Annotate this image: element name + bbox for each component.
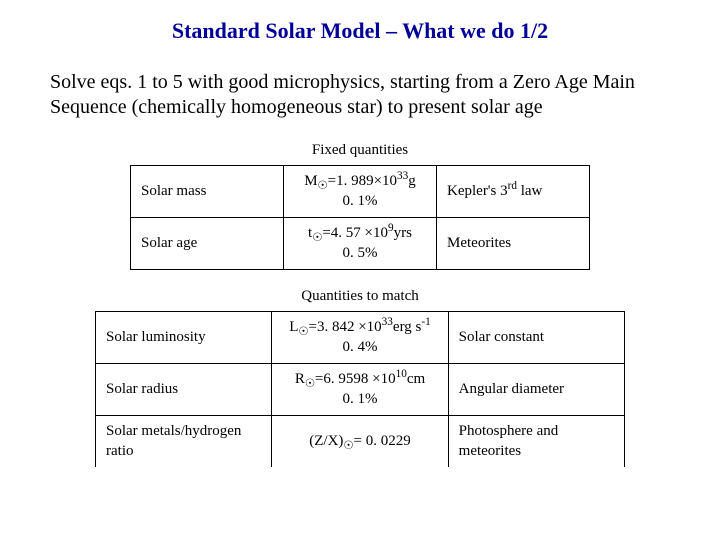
quantity-name: Solar radius	[96, 364, 272, 416]
quantity-name: Solar mass	[131, 166, 284, 218]
quantity-value: t☉=4. 57 ×109yrs0. 5%	[284, 218, 437, 270]
fixed-quantities-table: Fixed quantities Solar mass M☉=1. 989×10…	[130, 138, 590, 270]
quantity-source: Kepler's 3rd law	[437, 166, 590, 218]
quantity-source: Angular diameter	[448, 364, 624, 416]
table-row: Solar luminosity L☉=3. 842 ×1033erg s-10…	[96, 312, 625, 364]
quantity-value: (Z/X)☉= 0. 0229	[272, 416, 448, 468]
table-row: Solar radius R☉=6. 9598 ×1010cm0. 1% Ang…	[96, 364, 625, 416]
quantity-value: L☉=3. 842 ×1033erg s-10. 4%	[272, 312, 448, 364]
quantity-source: Meteorites	[437, 218, 590, 270]
table-row: Solar age t☉=4. 57 ×109yrs0. 5% Meteorit…	[131, 218, 590, 270]
quantity-source: Photosphere and meteorites	[448, 416, 624, 468]
table-caption: Fixed quantities	[131, 138, 590, 166]
table-caption: Quantities to match	[96, 284, 625, 312]
quantities-to-match-table: Quantities to match Solar luminosity L☉=…	[95, 284, 625, 467]
slide-body-text: Solve eqs. 1 to 5 with good microphysics…	[50, 70, 670, 120]
table-row: Solar mass M☉=1. 989×1033g0. 1% Kepler's…	[131, 166, 590, 218]
quantity-source: Solar constant	[448, 312, 624, 364]
table-caption-row: Fixed quantities	[131, 138, 590, 166]
quantity-name: Solar metals/hydrogen ratio	[96, 416, 272, 468]
quantity-name: Solar luminosity	[96, 312, 272, 364]
table-caption-row: Quantities to match	[96, 284, 625, 312]
slide: Standard Solar Model – What we do 1/2 So…	[0, 0, 720, 467]
quantity-value: R☉=6. 9598 ×1010cm0. 1%	[272, 364, 448, 416]
quantity-name: Solar age	[131, 218, 284, 270]
quantity-value: M☉=1. 989×1033g0. 1%	[284, 166, 437, 218]
table-row: Solar metals/hydrogen ratio (Z/X)☉= 0. 0…	[96, 416, 625, 468]
slide-title: Standard Solar Model – What we do 1/2	[50, 18, 670, 44]
